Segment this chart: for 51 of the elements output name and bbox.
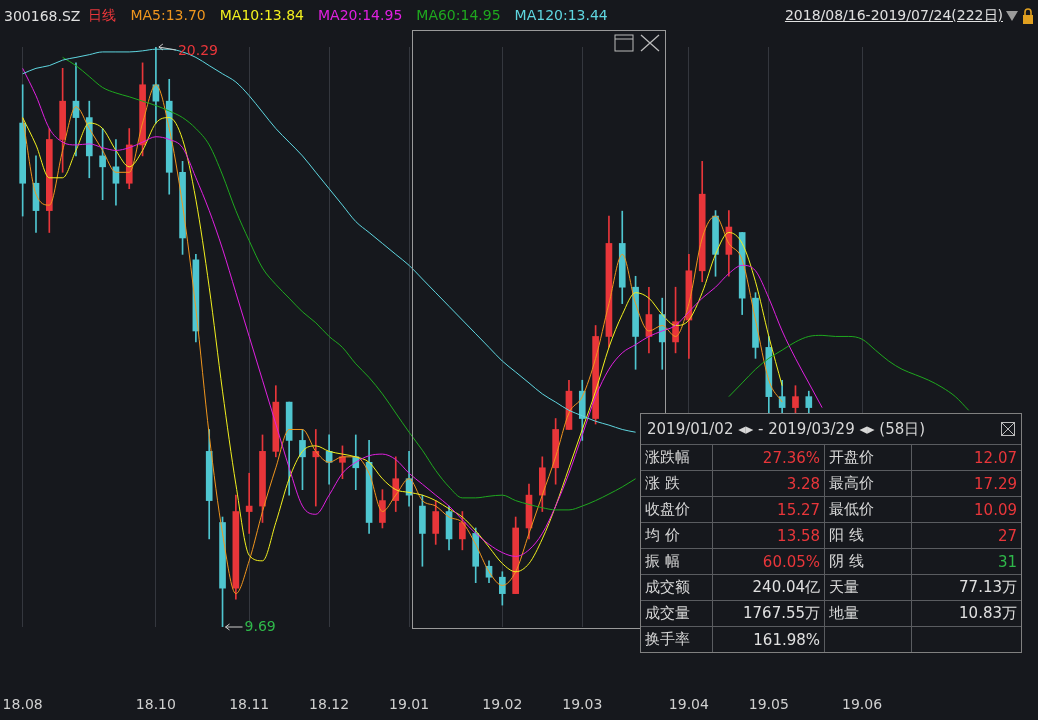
annotation: 涨跌幅	[641, 445, 713, 470]
annotation: 阳 线	[825, 523, 912, 548]
annotation: 均 价	[641, 523, 713, 548]
annotation: 阴 线	[825, 549, 912, 574]
text: MA120:13.44	[514, 7, 608, 25]
annotation: 27.36%	[712, 445, 826, 470]
annotation: 20.29	[177, 41, 218, 58]
x-tick-label: 19.03	[562, 696, 603, 713]
x-tick-label: 18.11	[229, 696, 270, 713]
annotation: 1767.55万	[712, 601, 826, 626]
annotation: 地量	[825, 601, 912, 626]
annotation: 27	[996, 525, 1018, 547]
annotation: 天量	[825, 575, 912, 600]
annotation: 10.09	[973, 499, 1018, 521]
annotation: 77.13万	[958, 577, 1018, 598]
x-tick-label: 19.01	[389, 696, 430, 713]
annotation: 60.05%	[712, 549, 826, 574]
legend-title: 日线	[88, 7, 117, 25]
annotation: 振 幅	[641, 549, 713, 574]
annotation: 最高价	[825, 471, 912, 496]
x-tick-label: 18.12	[309, 696, 350, 713]
text: MA60:14.95	[416, 7, 501, 25]
annotation: 15.27	[712, 497, 826, 522]
x-tick-label: 19.05	[748, 696, 789, 713]
x-tick-label: 19.04	[668, 696, 709, 713]
text: 161.98%	[712, 627, 826, 652]
x-tick-label: 19.02	[482, 696, 523, 713]
annotation: 13.58	[712, 523, 826, 548]
annotation: 开盘价	[825, 445, 912, 470]
annotation: 12.07	[973, 447, 1018, 469]
x-tick-label: 19.06	[842, 696, 883, 713]
chart-title: 300168.SZ	[4, 8, 81, 24]
annotation: 成交额	[641, 575, 713, 600]
text: MA10:13.84	[219, 7, 305, 25]
text: MA5:13.70	[130, 7, 206, 25]
annotation: 成交量	[641, 601, 713, 626]
chart-subtitle: 2018/08/16-2019/07/24(222日)	[784, 7, 1003, 25]
text: 换手率	[641, 627, 713, 652]
annotation: 最低价	[825, 497, 912, 522]
annotation: 31	[996, 551, 1018, 573]
annotation: 3.28	[712, 471, 826, 496]
x-tick-label: 18.10	[135, 696, 176, 713]
annotation: 涨 跌	[641, 471, 713, 496]
text: 2019/01/02 ◂▸ - 2019/03/29 ◂▸ (58日)	[647, 419, 926, 439]
x-tick-label: 18.08	[2, 696, 43, 713]
annotation: 收盘价	[641, 497, 713, 522]
annotation: 9.69	[244, 617, 276, 634]
annotation: 17.29	[973, 473, 1018, 495]
annotation: 240.04亿	[712, 575, 826, 600]
text: MA20:14.95	[318, 7, 403, 25]
annotation: 10.83万	[958, 603, 1018, 624]
